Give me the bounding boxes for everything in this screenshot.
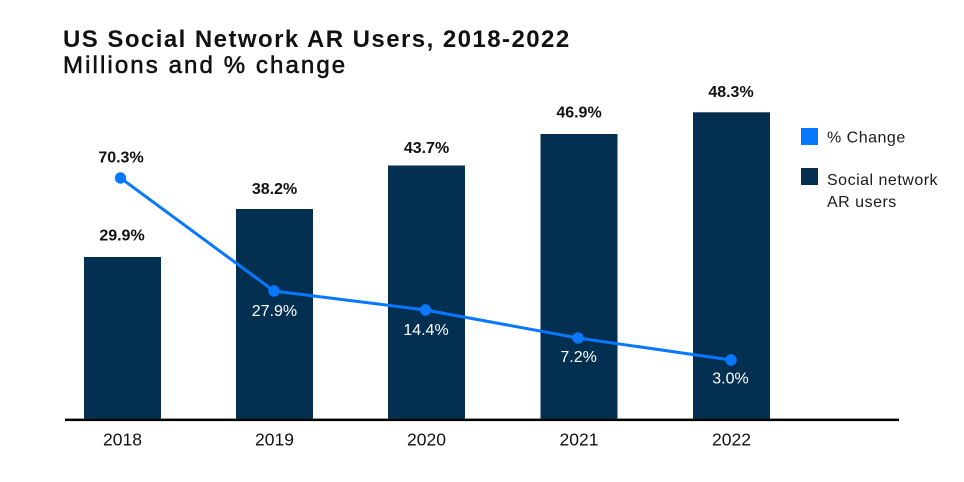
svg-text:Social network: Social network — [827, 172, 939, 189]
svg-text:70.3%: 70.3% — [98, 149, 143, 166]
svg-text:46.9%: 46.9% — [556, 105, 601, 122]
svg-text:14.4%: 14.4% — [403, 322, 448, 339]
svg-text:AR users: AR users — [827, 194, 897, 211]
svg-text:7.2%: 7.2% — [560, 349, 596, 366]
svg-text:2018: 2018 — [103, 430, 142, 450]
svg-text:US Social Network AR Users, 20: US Social Network AR Users, 2018-2022 — [63, 26, 571, 53]
svg-text:27.9%: 27.9% — [252, 303, 297, 320]
svg-text:38.2%: 38.2% — [252, 181, 297, 198]
svg-text:2020: 2020 — [407, 430, 446, 450]
svg-text:2021: 2021 — [560, 430, 599, 450]
svg-text:% Change: % Change — [827, 129, 906, 146]
svg-text:2022: 2022 — [712, 430, 751, 450]
svg-text:48.3%: 48.3% — [708, 84, 753, 101]
svg-text:43.7%: 43.7% — [404, 140, 449, 157]
svg-text:Millions and % change: Millions and % change — [63, 52, 347, 79]
svg-text:3.0%: 3.0% — [712, 371, 748, 388]
svg-text:2019: 2019 — [255, 430, 294, 450]
svg-text:29.9%: 29.9% — [99, 228, 144, 245]
